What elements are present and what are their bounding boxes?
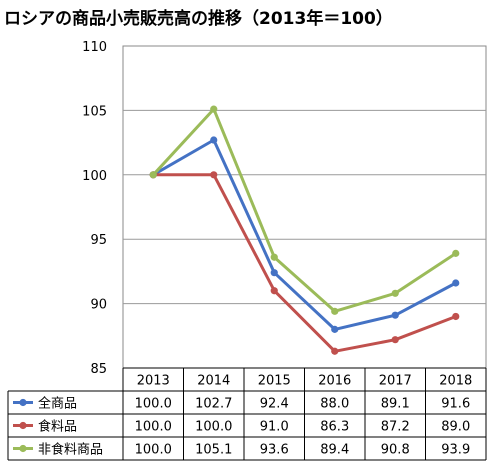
data-value-label: 93.9 [441,443,470,458]
data-point [149,171,157,179]
y-tick-label: 95 [90,233,107,248]
data-point [391,336,399,344]
data-value-label: 100.0 [135,443,172,458]
x-category-label: 2015 [258,374,291,389]
chart-title: ロシアの商品小売販売高の推移（2013年＝100） [4,9,393,29]
legend-marker-1 [19,421,27,430]
legend-label: 非食料商品 [38,442,103,458]
data-value-label: 89.4 [320,443,349,458]
y-tick-label: 110 [82,40,107,55]
data-point [270,253,278,261]
data-value-label: 89.1 [381,397,410,412]
data-point [391,311,399,319]
series-line-1 [151,173,458,353]
data-value-label: 90.8 [381,443,410,458]
x-category-label: 2018 [439,374,472,389]
y-tick-label: 100 [82,169,107,184]
data-value-label: 88.0 [320,397,349,412]
y-tick-label: 85 [90,362,107,377]
legend-label: 全商品 [38,396,77,412]
data-point [331,347,339,355]
data-value-label: 93.6 [260,443,289,458]
data-value-label: 91.0 [260,420,289,435]
data-point [452,249,460,257]
data-value-label: 92.4 [260,397,289,412]
data-point [270,287,278,295]
data-value-label: 100.0 [135,397,172,412]
legend-label: 食料品 [38,419,77,435]
data-value-label: 86.3 [320,420,349,435]
data-point [452,312,460,321]
data-point [210,105,218,113]
x-category-label: 2017 [379,374,412,389]
data-value-label: 100.0 [135,420,172,435]
data-value-label: 91.6 [441,397,470,412]
data-point [210,171,218,179]
legend-marker-0 [19,398,27,407]
data-value-label: 102.7 [195,397,232,412]
data-point [270,269,278,277]
data-point [391,289,399,297]
data-value-label: 100.0 [195,420,232,435]
y-tick-label: 90 [90,298,107,313]
legend-marker-2 [19,444,27,453]
data-point [331,307,339,315]
y-tick-label: 105 [82,104,107,119]
data-point [331,325,339,333]
data-point [210,136,218,144]
data-point [452,279,460,287]
x-category-label: 2014 [197,374,230,389]
data-value-label: 105.1 [195,443,232,458]
x-category-label: 2013 [137,374,170,389]
series-line-0 [151,138,458,331]
data-value-label: 89.0 [441,420,470,435]
series-line-2 [151,107,458,313]
x-category-label: 2016 [318,374,351,389]
data-value-label: 87.2 [381,420,410,435]
